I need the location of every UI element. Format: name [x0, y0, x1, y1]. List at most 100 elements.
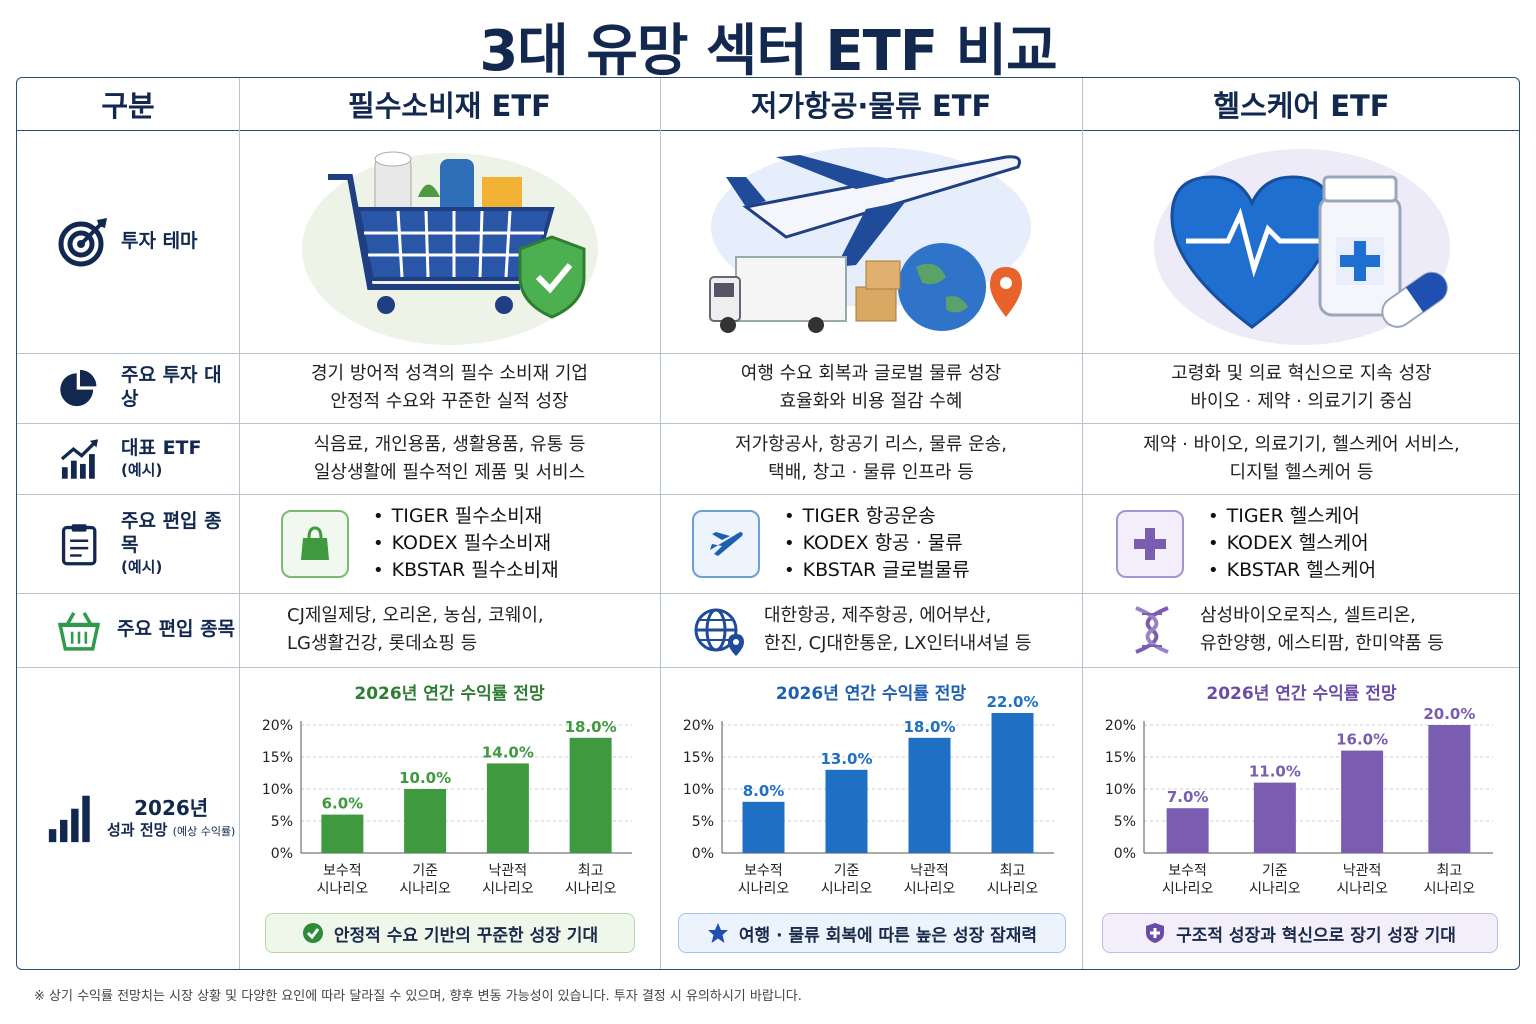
y-tick-label: 20% [262, 718, 293, 734]
text-line: 일상생활에 필수적인 제품 및 서비스 [313, 461, 586, 483]
bar [321, 814, 364, 853]
list-item: KODEX 항공 · 물류 [784, 530, 970, 557]
basket-icon [58, 612, 100, 651]
footnote: ※ 상기 수익률 전망치는 시장 상황 및 다양한 요인에 따라 달라질 수 있… [34, 989, 802, 1004]
data-label: 7.0% [1167, 788, 1209, 806]
list-item: TIGER 헬스케어 [1208, 503, 1376, 530]
text-line: LG생활건강, 롯데쇼핑 등 [287, 633, 478, 654]
y-tick-label: 0% [692, 846, 714, 862]
x-tick-label: 기준 [834, 863, 860, 879]
text-line: 바이오 · 제약 · 의료기기 중심 [1190, 391, 1413, 412]
targets-consumer-staples: 경기 방어적 성격의 필수 소비재 기업 안정적 수요와 꾸준한 실적 성장 [239, 353, 660, 423]
bar [1428, 725, 1471, 853]
x-tick-label: 기준 [1262, 863, 1288, 879]
list-item: KBSTAR 필수소비재 [373, 557, 559, 584]
stocks-consumer-staples: CJ제일제당, 오리온, 농심, 코웨이, LG생활건강, 롯데쇼핑 등 [239, 593, 660, 667]
x-tick-label: 시나리오 [1336, 881, 1388, 897]
targets-airline-logistics: 여행 수요 회복과 글로벌 물류 성장 효율화와 비용 절감 수혜 [660, 353, 1082, 423]
header-consumer-staples: 필수소비재 ETF [348, 89, 551, 123]
targets-healthcare: 고령화 및 의료 혁신으로 지속 성장 바이오 · 제약 · 의료기기 중심 [1082, 353, 1519, 423]
label-main: 주요 편입 종목 [121, 510, 222, 557]
bar [1341, 750, 1384, 853]
text-line: CJ제일제당, 오리온, 농심, 코웨이, [287, 605, 544, 626]
y-tick-label: 10% [683, 782, 714, 798]
data-label: 14.0% [482, 743, 534, 761]
summary-text: 여행 · 물류 회복에 따른 높은 성장 잠재력 [738, 925, 1038, 946]
etf-list: TIGER 항공운송 KODEX 항공 · 물류 KBSTAR 글로벌물류 [784, 503, 970, 584]
holdings-etf-consumer-staples: TIGER 필수소비재 KODEX 필수소비재 KBSTAR 필수소비재 [239, 494, 660, 593]
heart-medicine-icon [1153, 148, 1450, 345]
x-tick-label: 시나리오 [904, 881, 956, 897]
row-divider [17, 593, 1519, 594]
shopping-cart-icon [301, 151, 598, 345]
chart-consumer-staples: 2026년 연간 수익률 전망 0% 5% 10% 15% 20% 6.0% 보수적 시나리오… [239, 667, 660, 969]
header-category: 구분 [101, 89, 155, 123]
x-tick-label: 최고 [1000, 863, 1026, 879]
text-line: 저가항공사, 항공기 리스, 물류 운송, [735, 433, 1007, 455]
data-label: 18.0% [565, 718, 617, 736]
label-text: 2026년 성과 전망 (예상 수익률) [107, 796, 235, 840]
representative-healthcare: 제약 · 바이오, 의료기기, 헬스케어 서비스, 디지털 헬스케어 등 [1082, 423, 1519, 494]
representative-airline-logistics: 저가항공사, 항공기 리스, 물류 운송, 택배, 창고 · 물류 인프라 등 [660, 423, 1082, 494]
data-label: 13.0% [820, 750, 872, 768]
x-tick-label: 시나리오 [482, 881, 534, 897]
dna-icon [1135, 606, 1169, 654]
header-healthcare: 헬스케어 ETF [1213, 89, 1390, 123]
airplane-icon [692, 509, 760, 578]
bar [1253, 782, 1296, 853]
x-tick-label: 최고 [1436, 863, 1462, 879]
airplane-truck-icon [709, 146, 1031, 333]
list-item: KODEX 헬스케어 [1208, 530, 1376, 557]
row-divider [17, 353, 1519, 354]
label-sub: (예시) [121, 461, 163, 479]
label-text: 투자 테마 [121, 229, 198, 252]
etf-list: TIGER 헬스케어 KODEX 헬스케어 KBSTAR 헬스케어 [1208, 503, 1377, 584]
y-tick-label: 15% [683, 750, 714, 766]
star-icon [707, 922, 729, 944]
text-line: 디지털 헬스케어 등 [1229, 461, 1374, 483]
x-tick-label: 시나리오 [821, 881, 873, 897]
x-tick-label: 낙관적 [489, 863, 528, 879]
y-tick-label: 5% [1114, 814, 1136, 830]
bar [1166, 808, 1209, 853]
label-text: 주요 편입 종목 [117, 618, 236, 641]
globe-pin-icon [694, 608, 744, 656]
y-tick-label: 5% [692, 814, 714, 830]
data-label: 20.0% [1423, 705, 1475, 723]
x-tick-label: 보수적 [744, 863, 783, 879]
data-label: 10.0% [399, 769, 451, 787]
summary-text: 안정적 수요 기반의 꾸준한 성장 기대 [333, 925, 599, 946]
chart-title: 2026년 연간 수익률 전망 [354, 684, 545, 704]
chart-title: 2026년 연간 수익률 전망 [1206, 684, 1397, 704]
text-line: 한진, CJ대한통운, LX인터내셔널 등 [764, 633, 1032, 654]
list-item: KBSTAR 헬스케어 [1208, 557, 1377, 584]
header-divider [17, 130, 1519, 131]
chart-title: 2026년 연간 수익률 전망 [775, 684, 967, 704]
target-icon [58, 217, 107, 266]
x-tick-label: 낙관적 [910, 863, 949, 879]
check-circle-icon [302, 922, 324, 944]
bar [742, 801, 785, 853]
chart-airline-logistics: 2026년 연간 수익률 전망 0% 5% 10% 15% 20% 8.0% 보수적 시나리오… [660, 667, 1082, 969]
text-line: 고령화 및 의료 혁신으로 지속 성장 [1171, 363, 1432, 384]
x-tick-label: 기준 [412, 863, 438, 879]
x-tick-label: 시나리오 [1162, 881, 1214, 897]
y-tick-label: 10% [1105, 782, 1136, 798]
y-tick-label: 0% [271, 846, 293, 862]
label-text: 주요 편입 종목 (예시) [121, 510, 239, 576]
row-divider [17, 667, 1519, 668]
x-tick-label: 시나리오 [1249, 881, 1301, 897]
row-divider [17, 423, 1519, 424]
row-divider [17, 494, 1519, 495]
summary-pill: 안정적 수요 기반의 꾸준한 성장 기대 [265, 913, 635, 953]
x-tick-label: 시나리오 [987, 881, 1039, 897]
y-tick-label: 10% [262, 782, 293, 798]
x-tick-label: 시나리오 [1424, 881, 1476, 897]
header-airline-logistics: 저가항공·물류 ETF [750, 89, 992, 123]
y-tick-label: 5% [271, 814, 293, 830]
medical-cross-icon [1116, 509, 1184, 578]
pie-chart-icon [60, 369, 97, 407]
bar [486, 763, 529, 853]
